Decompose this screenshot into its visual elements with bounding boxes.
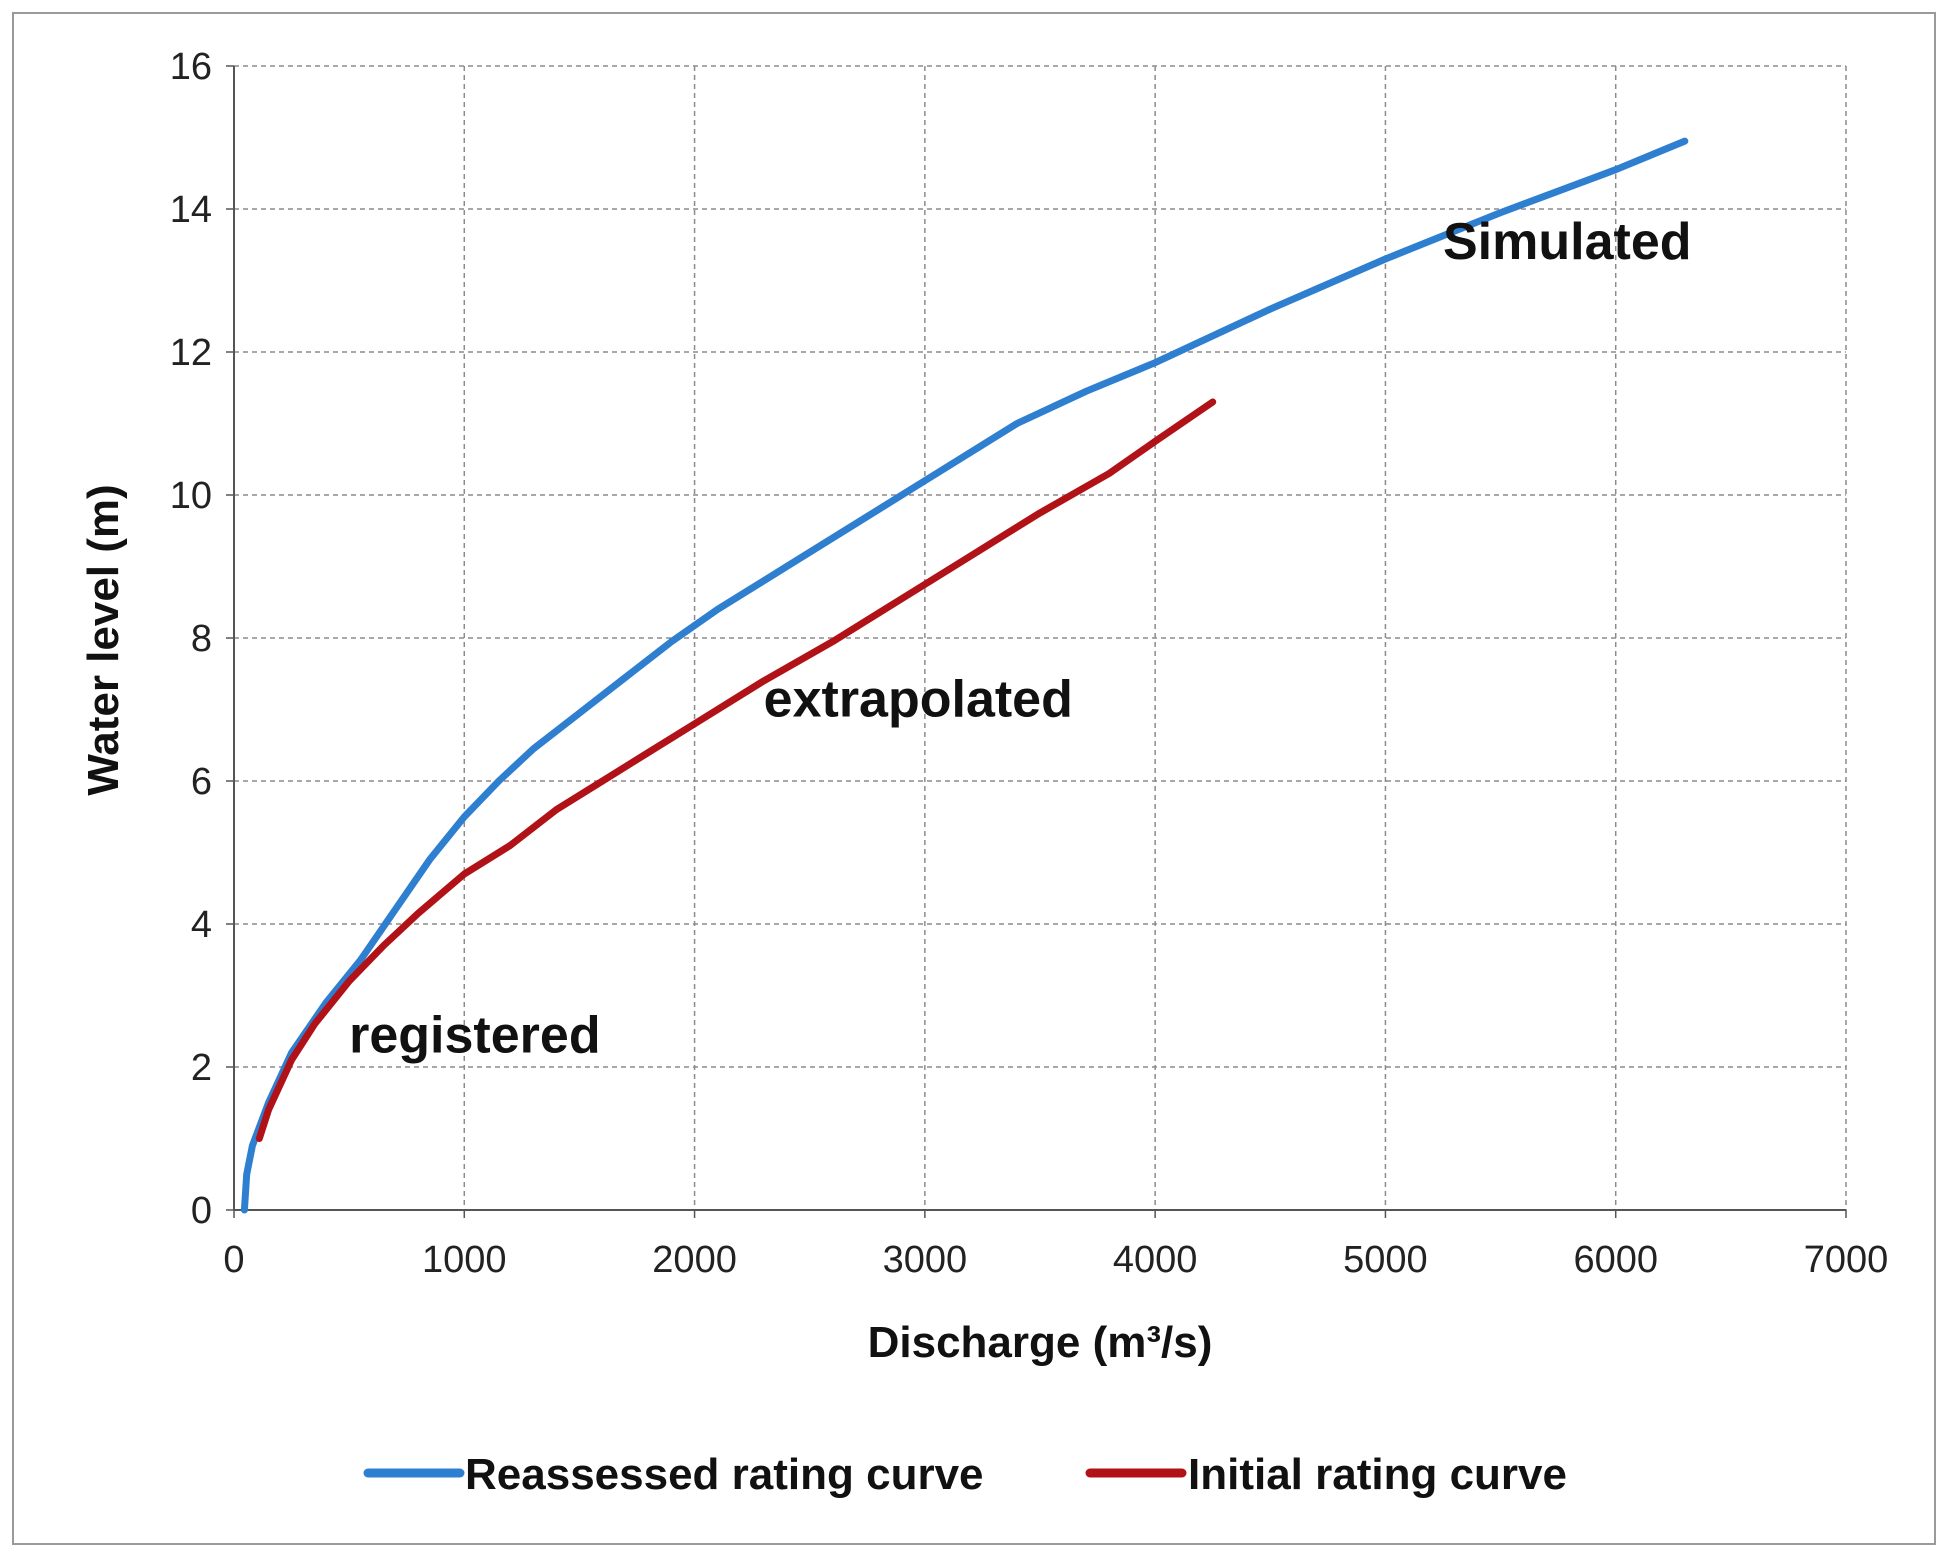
- x-tick-label: 2000: [652, 1239, 737, 1281]
- x-tick-label: 7000: [1804, 1239, 1889, 1281]
- y-tick-label: 12: [170, 332, 212, 374]
- x-tick-label: 0: [223, 1239, 244, 1281]
- y-tick-label: 14: [170, 189, 212, 231]
- legend-label-reassessed: Reassessed rating curve: [465, 1450, 984, 1499]
- y-tick-label: 8: [191, 618, 212, 660]
- axes: 0 1000 2000 3000 4000 5000 6000 7000 0 2 4 6 8 10 12 14…: [170, 46, 1889, 1281]
- x-axis-title: Discharge (m³/s): [868, 1318, 1213, 1367]
- x-tick-label: 3000: [883, 1239, 968, 1281]
- y-tick-label: 2: [191, 1047, 212, 1089]
- y-tick-label: 6: [191, 761, 212, 803]
- x-tick-label: 1000: [422, 1239, 507, 1281]
- x-tick-label: 4000: [1113, 1239, 1198, 1281]
- legend: Reassessed rating curve Initial rating c…: [363, 1450, 1567, 1499]
- initial-rating-curve-line: [255, 398, 1217, 1142]
- series-lines: [240, 137, 1689, 1214]
- annotation-simulated: Simulated: [1443, 213, 1692, 271]
- y-tick-label: 16: [170, 46, 212, 88]
- annotation-extrapolated: extrapolated: [764, 671, 1073, 729]
- y-tick-label: 4: [191, 904, 212, 946]
- grid-lines: [234, 65, 1847, 1210]
- annotation-registered: registered: [349, 1007, 600, 1065]
- legend-label-initial: Initial rating curve: [1188, 1450, 1567, 1499]
- y-tick-label: 10: [170, 475, 212, 517]
- y-tick-label: 0: [191, 1190, 212, 1232]
- x-tick-label: 6000: [1573, 1239, 1658, 1281]
- x-tick-label: 5000: [1343, 1239, 1428, 1281]
- annotations: Simulated extrapolated registered: [349, 213, 1691, 1065]
- y-axis-title: Water level (m): [79, 484, 128, 795]
